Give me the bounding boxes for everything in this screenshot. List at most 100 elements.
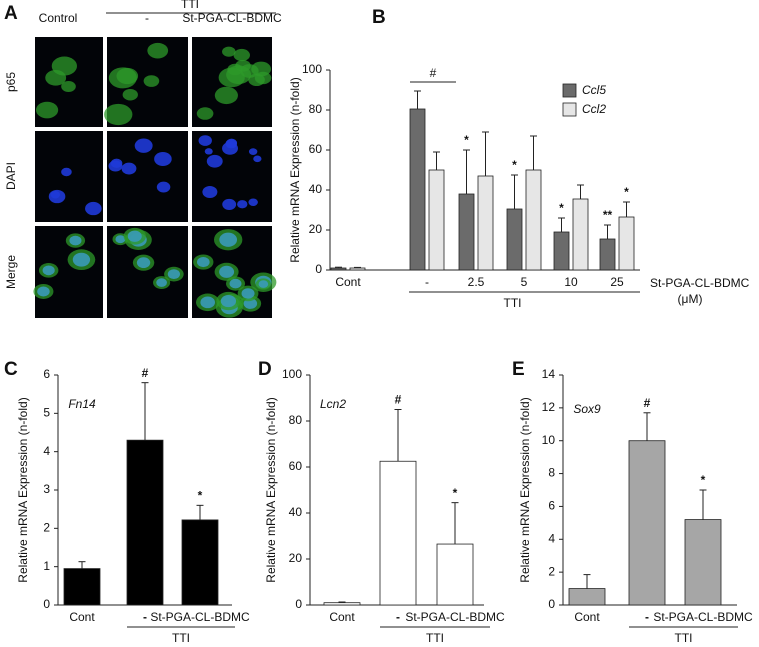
bar (572, 198, 589, 271)
y-tick-label: 0 (295, 597, 302, 611)
cell-body (233, 48, 250, 62)
bar (506, 208, 523, 271)
row-label: Merge (4, 255, 18, 289)
x-tick-label: 2.5 (468, 275, 485, 289)
y-tick-label: 4 (548, 531, 555, 545)
y-tick-label: 5 (43, 406, 50, 420)
cell-body (116, 67, 139, 85)
y-tick-label: 10 (542, 433, 556, 447)
y-tick-label: 80 (309, 102, 323, 116)
nucleus (219, 265, 235, 278)
row-label: p65 (4, 72, 18, 92)
nucleus (200, 296, 216, 309)
y-axis-label: Relative mRNA Expression (n-fold) (264, 397, 278, 582)
x-tick-label: St-PGA-CL-BDMC (150, 610, 250, 624)
y-tick-label: 6 (43, 367, 50, 381)
group-label: TTI (675, 631, 693, 645)
y-tick-label: 8 (548, 466, 555, 480)
x-tick-label: St-PGA-CL-BDMC (653, 610, 753, 624)
bar (628, 440, 666, 606)
nucleus (156, 181, 171, 193)
y-tick-label: 14 (542, 367, 556, 381)
nucleus (241, 288, 255, 299)
significance-label: * (701, 473, 706, 487)
bar (323, 602, 361, 606)
cell-body (218, 67, 245, 88)
y-tick-label: 40 (309, 182, 323, 196)
nucleus (61, 167, 72, 177)
y-tick-label: 2 (43, 521, 50, 535)
column-label: St-PGA-CL-BDMC (182, 11, 282, 25)
y-axis-label: Relative mRNA Expression (n-fold) (16, 397, 30, 582)
panel-letter: A (4, 3, 18, 24)
legend-label: Ccl2 (582, 102, 606, 116)
nucleus (154, 151, 172, 167)
bar (458, 193, 475, 271)
cell-body (122, 88, 138, 101)
group-label: TTI (504, 296, 522, 310)
nucleus (127, 230, 142, 242)
micrographs (33, 37, 277, 318)
y-tick-label: 100 (302, 62, 322, 76)
nucleus (156, 278, 167, 287)
y-tick-label: 100 (282, 367, 302, 381)
y-tick-label: 80 (289, 413, 303, 427)
nucleus (222, 198, 237, 210)
bar (181, 519, 219, 606)
significance-label: * (624, 185, 629, 199)
legend-swatch (562, 102, 577, 117)
nucleus (69, 235, 82, 246)
x-tick-label: Cont (329, 610, 355, 624)
x-tick-label: - (143, 610, 147, 624)
bar (428, 169, 445, 271)
x-tick-label: 5 (521, 275, 528, 289)
nucleus (85, 201, 102, 216)
nucleus (167, 269, 181, 280)
nucleus (220, 294, 237, 308)
cell-body (248, 73, 265, 87)
bar (436, 543, 474, 606)
group-label: TTI (172, 631, 190, 645)
significance-label: * (453, 486, 458, 500)
nucleus (108, 160, 123, 172)
bar (409, 108, 426, 271)
nucleus (202, 186, 218, 199)
y-tick-label: 60 (309, 142, 323, 156)
y-tick-label: 20 (289, 551, 303, 565)
nucleus (196, 256, 210, 268)
significance-label: * (512, 158, 517, 172)
significance-label: # (644, 396, 651, 410)
y-tick-label: 20 (309, 222, 323, 236)
y-tick-label: 1 (43, 559, 50, 573)
x-tick-label: - (645, 610, 649, 624)
cell-body (214, 86, 238, 105)
x-tick-label: 10 (564, 275, 578, 289)
gene-label: Fn14 (68, 397, 96, 411)
x-tick-label: Cont (335, 275, 361, 289)
significance-label: * (559, 201, 564, 215)
y-tick-label: 40 (289, 505, 303, 519)
y-tick-label: 0 (43, 597, 50, 611)
panel-letter: C (4, 359, 18, 380)
nucleus (115, 235, 126, 244)
bar (553, 231, 570, 271)
nucleus (136, 257, 151, 269)
y-tick-label: 12 (542, 400, 556, 414)
cell-body (196, 107, 214, 120)
x-tick-label: Cont (69, 610, 95, 624)
x-tick-label: - (425, 275, 429, 289)
cell-body (143, 75, 160, 87)
column-label: Control (39, 11, 78, 25)
nucleus (229, 278, 242, 289)
bar (568, 588, 606, 606)
y-tick-label: 3 (43, 482, 50, 496)
annotation: # (430, 66, 437, 80)
y-tick-label: 4 (43, 444, 50, 458)
y-axis-label: Relative mRNA Expression (n-fold) (288, 77, 302, 262)
x-axis-label: St-PGA-CL-BDMC (650, 276, 750, 290)
significance-label: * (464, 133, 469, 147)
bar (379, 460, 417, 606)
nucleus (206, 154, 223, 168)
nucleus (237, 200, 248, 209)
group-label: TTI (426, 631, 444, 645)
